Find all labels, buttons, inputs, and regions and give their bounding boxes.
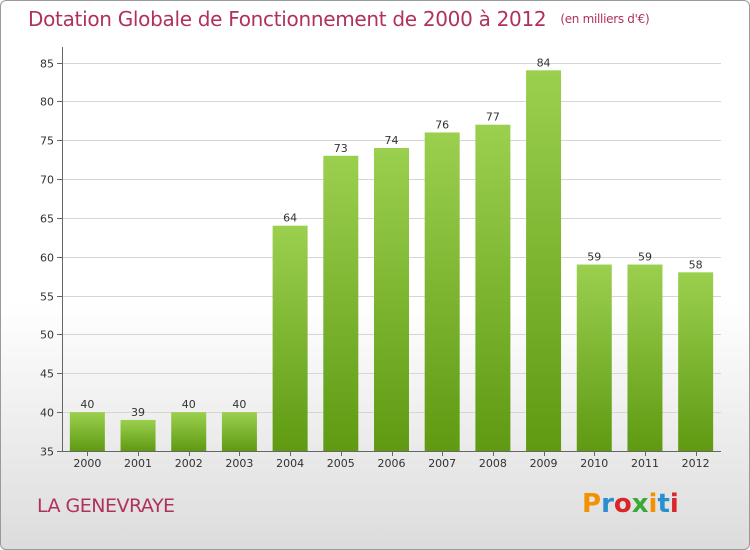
data-label-2004: 64	[283, 212, 297, 225]
x-tick-label-2002: 2002	[175, 457, 203, 470]
y-tick-label: 85	[40, 58, 54, 71]
x-tick-label-2007: 2007	[428, 457, 456, 470]
data-label-2010: 59	[587, 251, 601, 264]
commune-name: LA GENEVRAYE	[37, 495, 175, 517]
bar-2004	[272, 225, 308, 451]
logo-letter: i	[648, 489, 658, 519]
bar-2010	[576, 264, 612, 451]
logo-letter: t	[657, 489, 670, 519]
chart-title: Dotation Globale de Fonctionnement de 20…	[28, 7, 650, 31]
x-tick-label-2000: 2000	[73, 457, 101, 470]
logo-letter: x	[631, 489, 649, 519]
data-label-2001: 39	[131, 406, 145, 419]
proxiti-logo: Proxiti	[582, 489, 679, 519]
bar-2009	[526, 70, 562, 452]
y-tick-label: 60	[40, 252, 54, 265]
x-tick-label-2001: 2001	[124, 457, 152, 470]
x-tick-label-2008: 2008	[479, 457, 507, 470]
bar-layer	[69, 70, 714, 452]
data-label-2000: 40	[80, 398, 94, 411]
data-label-2012: 58	[689, 258, 703, 271]
bar-2001	[120, 419, 156, 451]
x-tick-label-2006: 2006	[378, 457, 406, 470]
data-label-2008: 77	[486, 111, 500, 124]
y-tick-label: 55	[40, 291, 54, 304]
bar-2007	[424, 132, 460, 451]
x-tick-label-2004: 2004	[276, 457, 304, 470]
bar-2002	[171, 412, 207, 451]
logo-letter: r	[601, 489, 614, 519]
y-tick-label: 40	[40, 407, 54, 420]
bar-2011	[627, 264, 663, 451]
y-tick-label: 50	[40, 329, 54, 342]
x-tick-label-2010: 2010	[580, 457, 608, 470]
x-tick-label-2009: 2009	[530, 457, 558, 470]
x-tick-label-2003: 2003	[225, 457, 253, 470]
data-label-2003: 40	[232, 398, 246, 411]
bar-2000	[69, 412, 105, 451]
logo-letter: i	[669, 489, 679, 519]
chart-unit: (en milliers d'€)	[560, 12, 650, 26]
x-tick-label-2005: 2005	[327, 457, 355, 470]
y-tick-label: 65	[40, 213, 54, 226]
y-tick-label: 35	[40, 446, 54, 459]
data-label-2009: 84	[537, 56, 551, 69]
axis-layer: 35 40 45 50 55 60 65 70 75 80 85 2000 2001 2002 2003 20…	[40, 47, 721, 470]
y-tick-label: 70	[40, 174, 54, 187]
label-layer: 40 39 40 40 64 73 74 76 77 84 59 59 58	[80, 56, 702, 419]
data-label-2011: 59	[638, 251, 652, 264]
y-tick-label: 45	[40, 368, 54, 381]
chart-title-text: Dotation Globale de Fonctionnement de 20…	[28, 7, 547, 31]
bar-2012	[678, 272, 714, 451]
bar-2003	[221, 412, 257, 451]
logo-letter: o	[613, 489, 632, 519]
logo-letter: P	[582, 489, 602, 519]
x-tick-label-2011: 2011	[631, 457, 659, 470]
y-tick-label: 75	[40, 135, 54, 148]
data-label-2005: 73	[334, 142, 348, 155]
bar-2005	[323, 155, 359, 451]
data-label-2002: 40	[182, 398, 196, 411]
bar-2006	[374, 148, 409, 451]
x-tick-label-2012: 2012	[682, 457, 710, 470]
y-tick-label: 80	[40, 96, 54, 109]
data-label-2007: 76	[435, 118, 449, 131]
bar-2008	[475, 124, 511, 451]
data-label-2006: 74	[385, 134, 399, 147]
